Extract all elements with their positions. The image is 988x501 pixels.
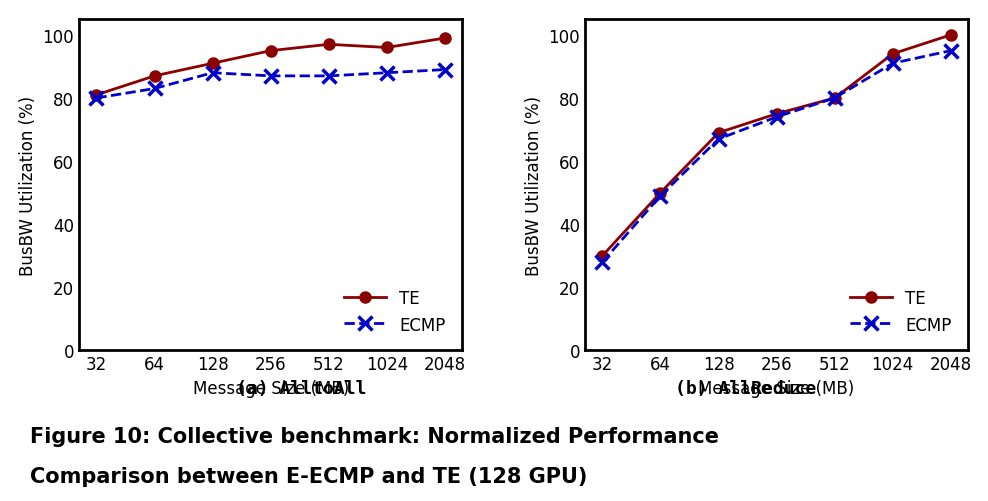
TE — [91, 93, 103, 99]
ECMP — [265, 74, 277, 80]
ECMP — [771, 115, 782, 121]
ECMP — [91, 96, 103, 102]
TE — [439, 36, 451, 42]
ECMP — [323, 74, 335, 80]
Text: (a) AlltoAll: (a) AlltoAll — [236, 379, 367, 397]
Text: (b) AllReduce: (b) AllReduce — [675, 379, 817, 397]
Text: Figure 10: Collective benchmark: Normalized Performance: Figure 10: Collective benchmark: Normali… — [30, 426, 718, 446]
ECMP — [206, 71, 218, 77]
Y-axis label: BusBW Utilization (%): BusBW Utilization (%) — [525, 96, 543, 275]
Line: ECMP: ECMP — [596, 45, 957, 270]
TE — [206, 61, 218, 67]
ECMP — [712, 137, 724, 143]
ECMP — [597, 260, 609, 266]
TE — [381, 46, 393, 52]
TE — [597, 253, 609, 259]
X-axis label: Message Size (MB): Message Size (MB) — [193, 379, 349, 397]
TE — [148, 74, 160, 80]
TE — [654, 190, 666, 196]
TE — [887, 52, 899, 58]
TE — [771, 112, 782, 118]
Legend: TE, ECMP: TE, ECMP — [842, 282, 960, 342]
TE — [323, 42, 335, 48]
ECMP — [887, 61, 899, 67]
Text: Comparison between E-ECMP and TE (128 GPU): Comparison between E-ECMP and TE (128 GP… — [30, 466, 587, 486]
ECMP — [148, 86, 160, 92]
X-axis label: Message Size (MB): Message Size (MB) — [699, 379, 855, 397]
TE — [829, 96, 841, 102]
Line: TE: TE — [597, 30, 956, 262]
TE — [265, 49, 277, 55]
ECMP — [381, 71, 393, 77]
ECMP — [439, 68, 451, 74]
Y-axis label: BusBW Utilization (%): BusBW Utilization (%) — [19, 96, 37, 275]
TE — [945, 33, 956, 39]
Line: TE: TE — [91, 34, 451, 101]
ECMP — [829, 96, 841, 102]
Legend: TE, ECMP: TE, ECMP — [336, 282, 453, 342]
ECMP — [654, 193, 666, 199]
ECMP — [945, 49, 956, 55]
TE — [712, 130, 724, 136]
Line: ECMP: ECMP — [90, 64, 452, 106]
